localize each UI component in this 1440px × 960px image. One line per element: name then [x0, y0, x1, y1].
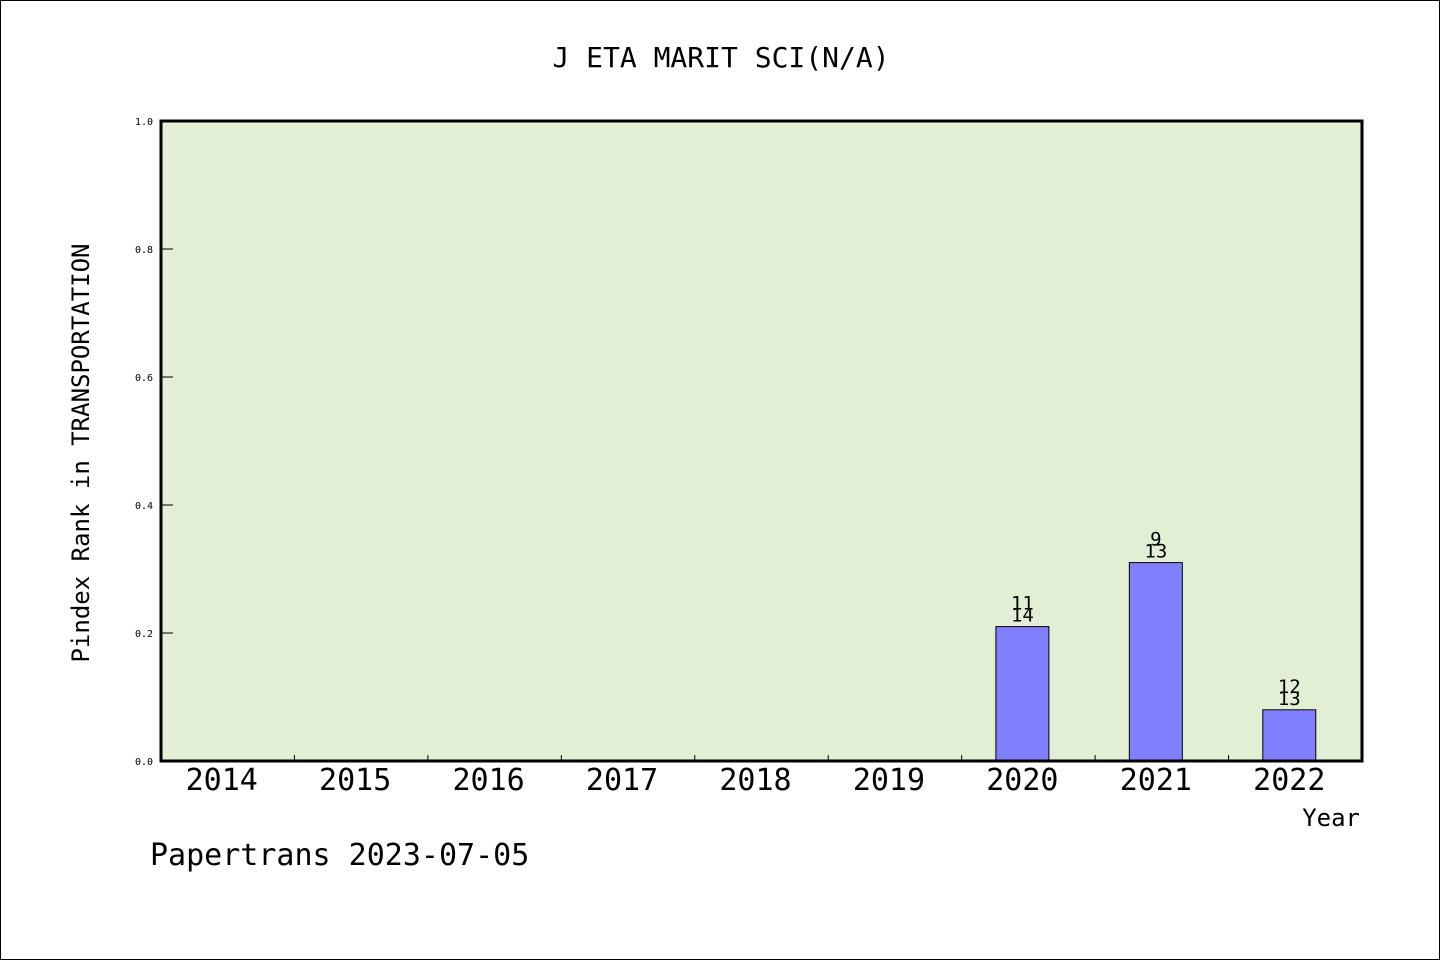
bar-2020: [995, 626, 1050, 762]
x-tick-label: 2014: [186, 763, 258, 798]
y-tick-label: 0.6: [135, 373, 153, 384]
bar-label-bottom: 14: [1011, 605, 1034, 627]
y-tick-label: 0.8: [135, 245, 153, 256]
bar-label-top: 12: [1278, 676, 1301, 698]
x-tick-label: 2022: [1253, 763, 1325, 798]
y-tick-label: 1.0: [135, 117, 153, 128]
x-tick-label: 2016: [452, 763, 524, 798]
bar-2021: [1128, 562, 1183, 762]
plot-border: [159, 119, 1364, 763]
y-tick-label: 0.0: [135, 757, 153, 768]
x-tick-label: 2021: [1120, 763, 1192, 798]
x-tick-label: 2018: [719, 763, 791, 798]
x-tick-label: 2019: [853, 763, 925, 798]
x-axis-label: Year: [1302, 804, 1360, 832]
x-tick-label: 2015: [319, 763, 391, 798]
bar-label-top: 11: [1011, 593, 1034, 615]
bar-label-top: 9: [1150, 529, 1161, 551]
chart-title: J ETA MARIT SCI(N/A): [552, 41, 889, 74]
x-tick-label: 2017: [586, 763, 658, 798]
y-axis-label: Pindex Rank in TRANSPORTATION: [67, 243, 95, 662]
x-tick-label: 2020: [986, 763, 1058, 798]
y-tick-label: 0.4: [135, 501, 153, 512]
bar-2022: [1262, 709, 1317, 762]
bar-label-bottom: 13: [1144, 541, 1167, 563]
footer-text: Papertrans 2023-07-05: [150, 838, 529, 873]
bar-label-bottom: 13: [1278, 688, 1301, 710]
y-tick-label: 0.2: [135, 629, 153, 640]
